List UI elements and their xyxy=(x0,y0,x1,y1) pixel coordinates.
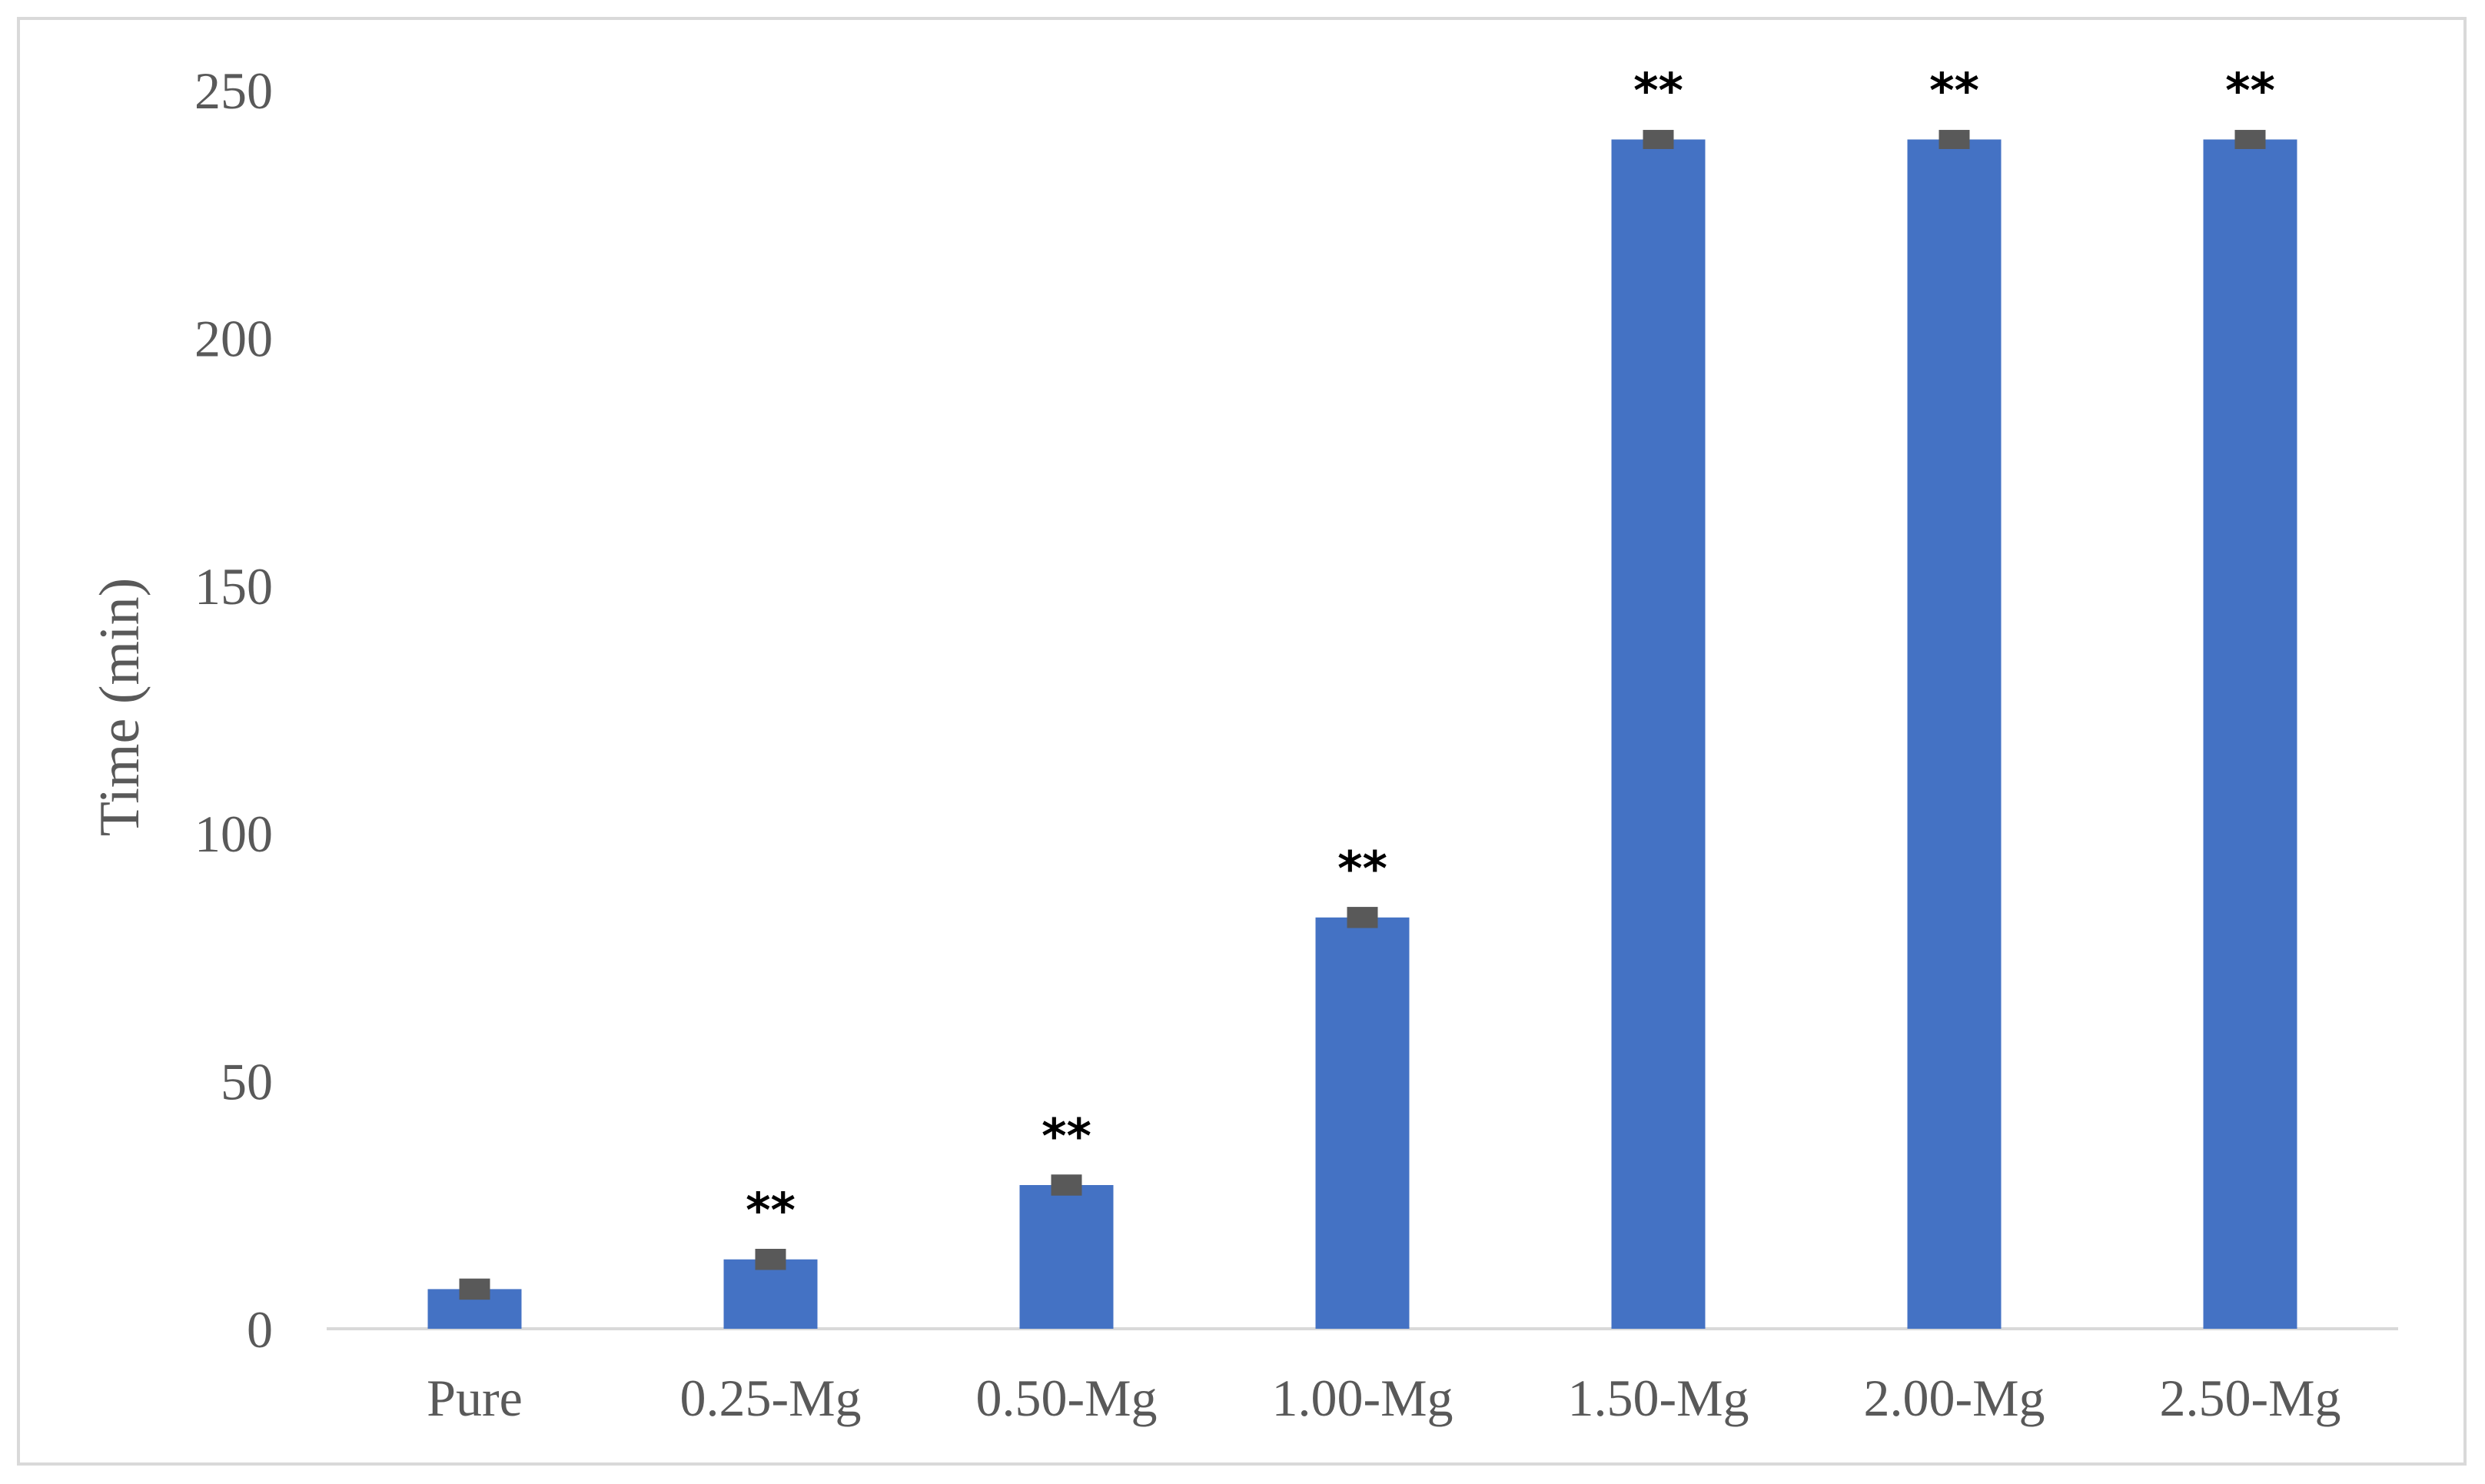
error-bar-cap xyxy=(1938,130,1970,149)
bar xyxy=(1611,139,1706,1330)
significance-label: ** xyxy=(1337,841,1387,897)
error-bar-cap xyxy=(459,1278,490,1300)
bar xyxy=(1315,917,1410,1329)
x-tick-label: 1.50-Mg xyxy=(1567,1369,1749,1427)
x-tick-label: 0.50-Mg xyxy=(975,1369,1157,1427)
significance-labels: ** ** ** ** ** ** xyxy=(746,62,2275,1238)
error-bars-group xyxy=(459,130,2266,1300)
error-bar xyxy=(1938,130,1970,149)
error-bar-cap xyxy=(1643,130,1674,149)
x-tick-label: 0.25-Mg xyxy=(679,1369,861,1427)
error-bar xyxy=(1347,907,1378,928)
error-bar xyxy=(1643,130,1674,149)
error-bar-cap xyxy=(1051,1174,1082,1196)
y-tick-label: 0 xyxy=(247,1300,273,1359)
significance-label: ** xyxy=(1042,1108,1091,1164)
y-tick-label: 100 xyxy=(194,805,273,863)
y-tick-label: 200 xyxy=(194,309,273,367)
error-bar xyxy=(1051,1174,1082,1196)
significance-label: ** xyxy=(746,1183,796,1239)
significance-label: ** xyxy=(2225,62,2275,118)
error-bar-cap xyxy=(1347,907,1378,928)
error-bar-cap xyxy=(2234,130,2266,149)
bars-group xyxy=(427,139,2297,1330)
significance-label: ** xyxy=(1633,62,1683,118)
error-bar xyxy=(2234,130,2266,149)
x-axis-ticks: Pure 0.25-Mg 0.50-Mg 1.00-Mg 1.50-Mg 2.00-Mg 2… xyxy=(427,1369,2340,1427)
error-bar xyxy=(755,1248,786,1270)
chart-frame xyxy=(17,17,2467,1466)
y-tick-label: 250 xyxy=(194,61,273,120)
bar xyxy=(1019,1185,1114,1329)
y-tick-label: 150 xyxy=(194,557,273,616)
error-bar xyxy=(459,1278,490,1300)
y-axis-title: Time (min) xyxy=(88,578,151,836)
x-tick-label: 1.00-Mg xyxy=(1271,1369,1453,1427)
y-axis-ticks: 0 50 100 150 200 250 xyxy=(194,61,273,1359)
significance-label: ** xyxy=(1929,62,1979,118)
error-bar-cap xyxy=(755,1248,786,1270)
bar xyxy=(723,1259,818,1329)
x-tick-label: 2.50-Mg xyxy=(2159,1369,2340,1427)
bar xyxy=(1907,139,2002,1330)
bar xyxy=(2203,139,2297,1330)
x-tick-label: Pure xyxy=(427,1369,523,1427)
y-tick-label: 50 xyxy=(221,1053,273,1111)
x-tick-label: 2.00-Mg xyxy=(1863,1369,2045,1427)
